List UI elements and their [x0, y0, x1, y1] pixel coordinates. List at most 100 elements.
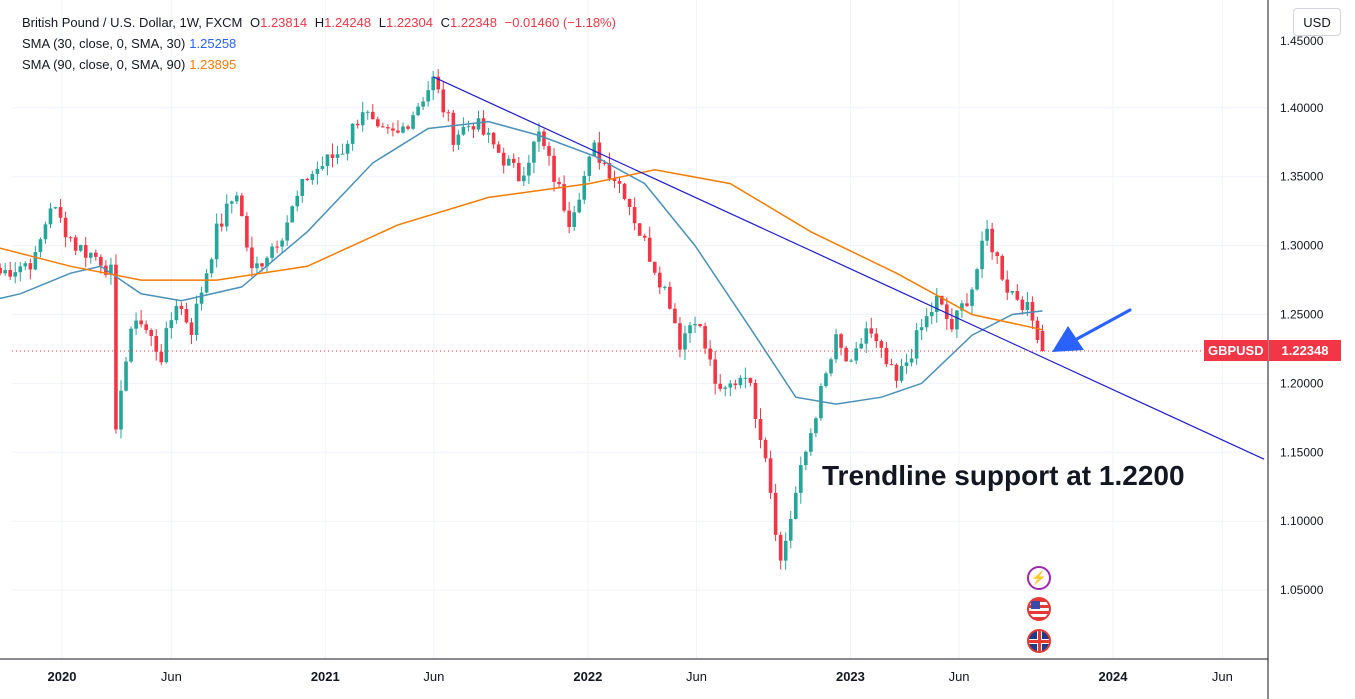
- candle: [451, 112, 456, 145]
- candle: [144, 324, 148, 331]
- candle: [8, 270, 13, 277]
- candle: [154, 335, 159, 352]
- candle: [718, 383, 723, 389]
- candle: [516, 162, 521, 182]
- candle: [980, 240, 984, 270]
- candle: [798, 465, 803, 493]
- us-flag-icon[interactable]: [1027, 597, 1051, 621]
- candle: [939, 295, 944, 305]
- candle: [657, 272, 662, 288]
- candle: [758, 419, 763, 440]
- legend-sma90-row[interactable]: SMA (90, close, 0, SMA, 90) 1.23895: [22, 54, 616, 75]
- high-label: H: [314, 15, 325, 30]
- candle: [310, 173, 315, 181]
- candle: [889, 364, 894, 366]
- candle: [401, 126, 405, 133]
- candle: [1005, 279, 1010, 293]
- legend-symbol-row: British Pound / U.S. Dollar, 1W, FXCM O1…: [22, 12, 616, 33]
- candle: [214, 223, 219, 260]
- candle: [295, 195, 300, 207]
- candle: [0, 267, 2, 274]
- candle: [73, 237, 78, 251]
- y-tick-label-partial: 1.45000: [1280, 34, 1324, 48]
- candle: [688, 325, 692, 334]
- candle: [234, 195, 239, 202]
- legend-sma30-row[interactable]: SMA (30, close, 0, SMA, 30) 1.25258: [22, 33, 616, 54]
- candle: [124, 361, 128, 391]
- candle: [370, 111, 375, 120]
- y-tick-label: 1.05000: [1280, 583, 1324, 597]
- candle: [355, 123, 360, 126]
- candle: [592, 142, 597, 157]
- candle: [38, 239, 43, 253]
- candle: [975, 269, 979, 290]
- candle: [768, 458, 773, 493]
- candle: [970, 289, 974, 306]
- candle: [431, 76, 436, 91]
- x-tick-label: 2020: [48, 669, 77, 684]
- candle: [179, 305, 184, 309]
- currency-button[interactable]: USD: [1293, 8, 1341, 36]
- candle: [184, 308, 189, 323]
- candle: [194, 303, 199, 335]
- candle: [224, 203, 229, 227]
- candle: [88, 252, 93, 258]
- candle: [642, 235, 647, 238]
- candle: [763, 439, 768, 459]
- candle: [330, 154, 335, 158]
- candle: [421, 101, 425, 107]
- candle: [743, 377, 748, 379]
- candle: [773, 492, 778, 535]
- candle: [33, 252, 38, 270]
- arrow-head: [1052, 326, 1084, 352]
- candle: [13, 272, 18, 277]
- candle: [899, 366, 904, 381]
- candle: [733, 383, 738, 386]
- uk-flag-icon[interactable]: [1027, 629, 1051, 653]
- candle: [28, 263, 33, 270]
- candle: [360, 112, 365, 126]
- candle: [844, 347, 848, 362]
- y-tick-label: 1.40000: [1280, 101, 1324, 115]
- trendline: [432, 76, 1265, 460]
- candle: [894, 364, 899, 381]
- candle: [783, 540, 788, 561]
- candle: [627, 198, 632, 208]
- candle: [129, 328, 133, 362]
- candle: [738, 377, 743, 386]
- candle: [607, 163, 612, 179]
- sma90-value: 1.23895: [189, 57, 237, 72]
- candle: [950, 319, 954, 330]
- candle: [864, 328, 869, 344]
- candle: [204, 273, 209, 293]
- candle: [1035, 320, 1040, 341]
- candle: [169, 320, 174, 329]
- candle: [481, 118, 486, 135]
- candle: [567, 210, 571, 227]
- candle: [406, 126, 410, 129]
- candle: [3, 270, 7, 274]
- arrow-shaft: [1073, 308, 1132, 342]
- candle: [793, 492, 798, 519]
- candle: [99, 256, 103, 266]
- candle: [1010, 290, 1015, 293]
- candle: [909, 358, 914, 363]
- candle: [668, 286, 672, 309]
- open-value: 1.23814: [260, 15, 308, 30]
- lightning-icon[interactable]: ⚡: [1027, 566, 1051, 590]
- candle: [381, 126, 385, 128]
- candle: [723, 387, 728, 389]
- y-tick-label: 1.15000: [1280, 445, 1324, 459]
- x-tick-label: Jun: [1212, 669, 1233, 684]
- candle: [673, 308, 677, 324]
- candle: [713, 359, 718, 384]
- candle: [859, 343, 864, 349]
- candle: [476, 118, 481, 130]
- candle: [582, 175, 587, 200]
- candle: [1015, 290, 1020, 300]
- candle: [219, 223, 224, 227]
- candle: [240, 195, 244, 217]
- x-tick-label: 2022: [573, 669, 602, 684]
- x-tick-label: Jun: [686, 669, 707, 684]
